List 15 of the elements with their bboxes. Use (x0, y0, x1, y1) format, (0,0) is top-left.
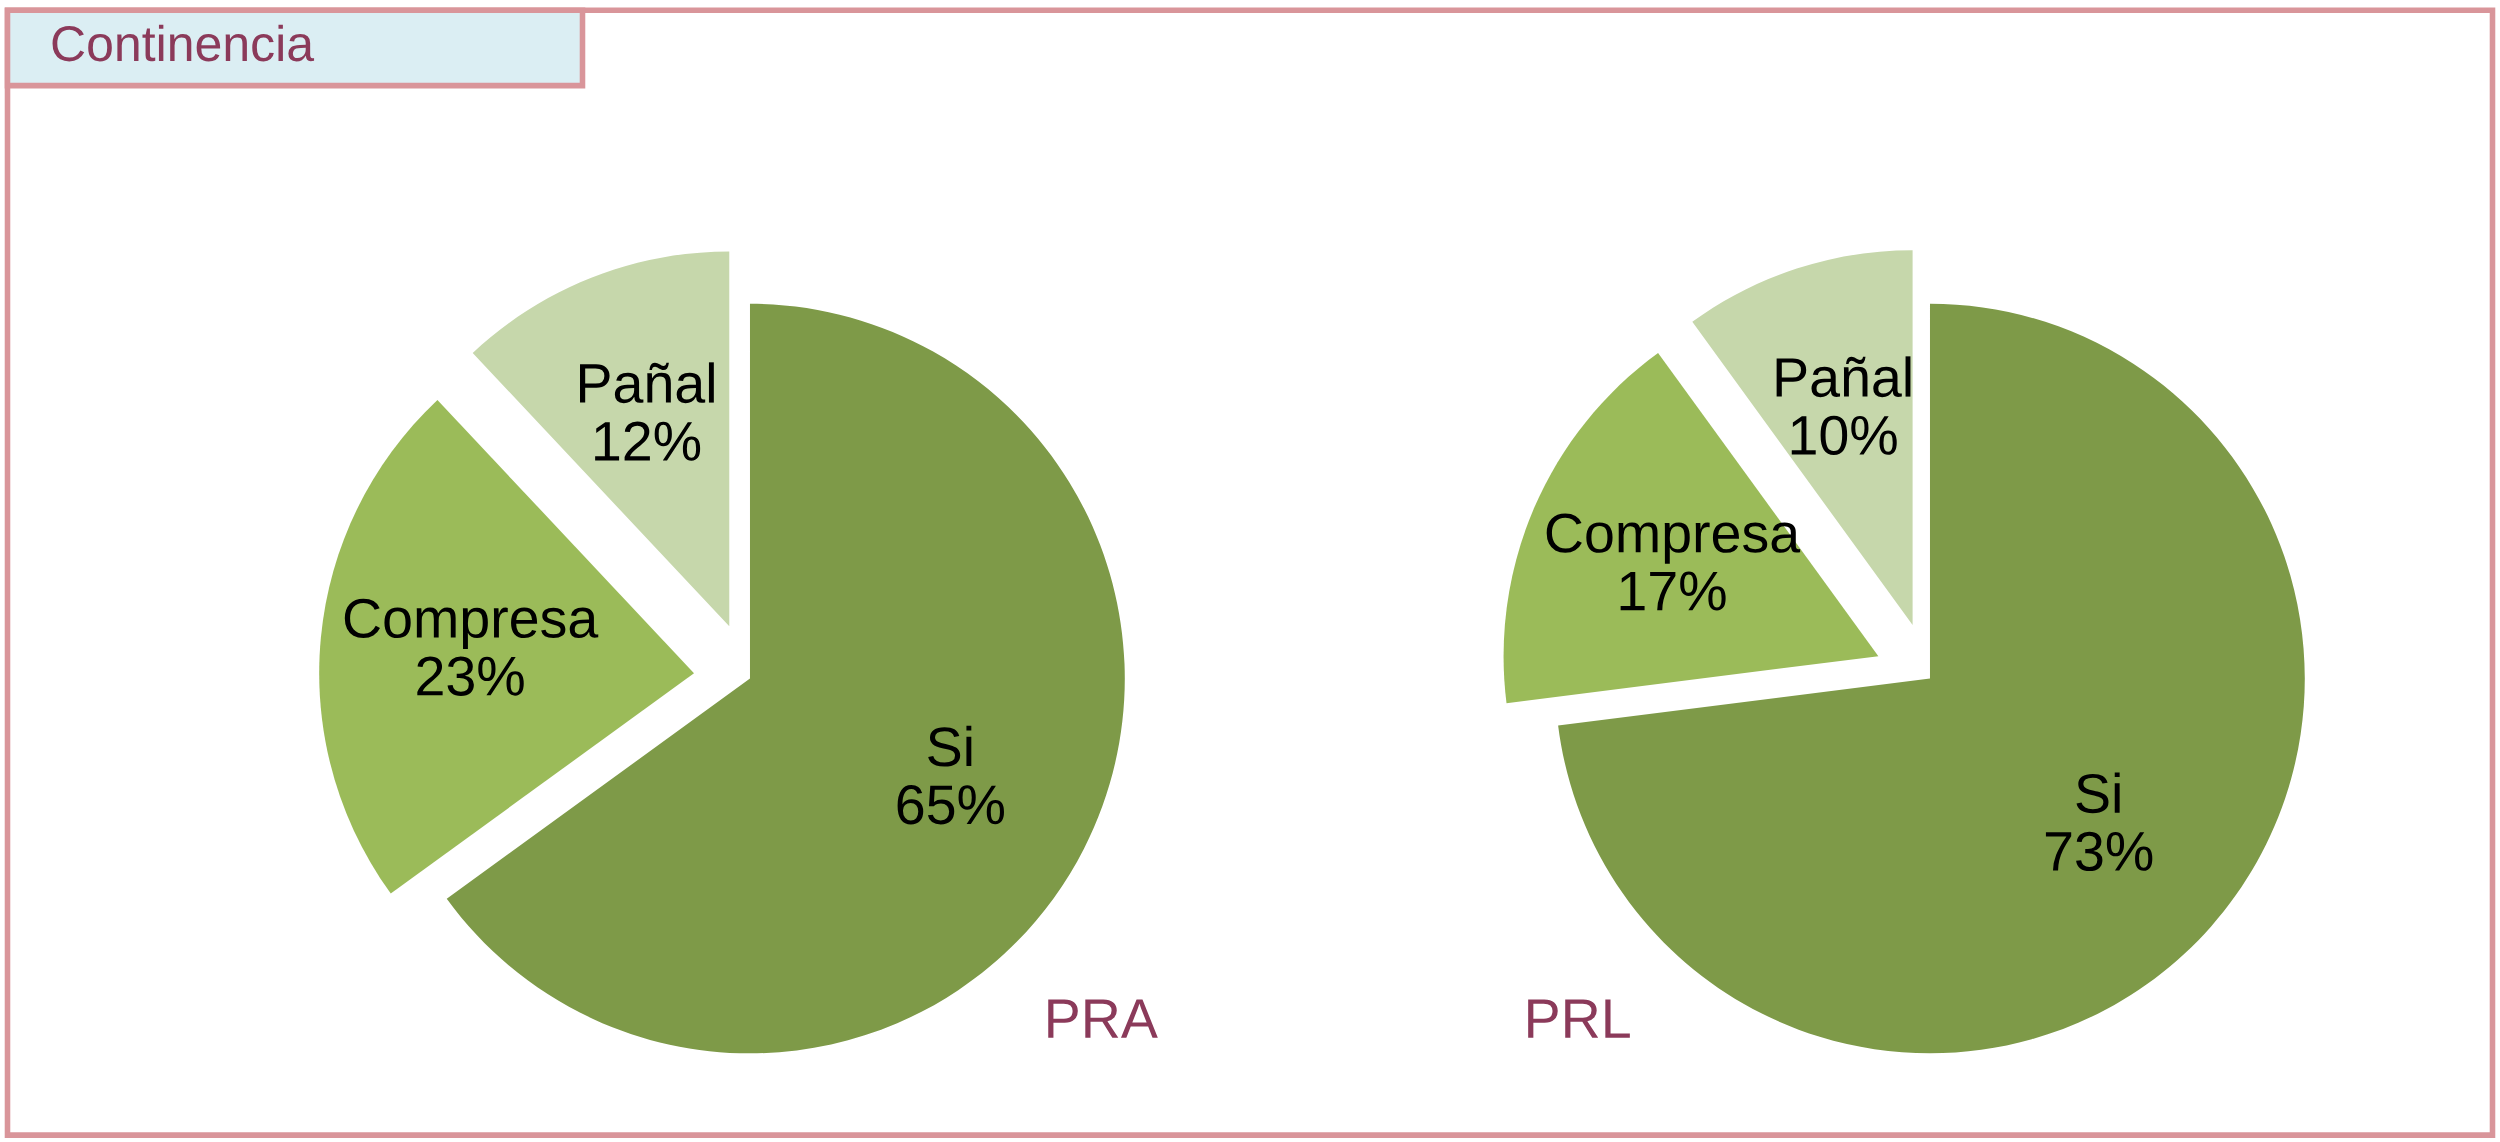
data-label: 23% (417, 656, 524, 696)
slice-label: Si (928, 725, 972, 767)
text: PRA (1048, 999, 1158, 1038)
data-label: 65% (897, 785, 1004, 825)
data-label: 12% (595, 421, 701, 461)
slice-label: Compresa (1546, 513, 1801, 564)
data-label: 73% (2045, 831, 2153, 872)
slice-label: Compresa (344, 598, 599, 650)
slice-label: Pañal (580, 362, 714, 404)
text: PRL (1528, 999, 1630, 1038)
data-label: 10% (1791, 415, 1897, 455)
slice-label: Si (2076, 772, 2120, 814)
slice-label: Pañal (1776, 356, 1911, 398)
data-label: 17% (1620, 571, 1726, 611)
chart-title: Continencia (52, 24, 315, 62)
